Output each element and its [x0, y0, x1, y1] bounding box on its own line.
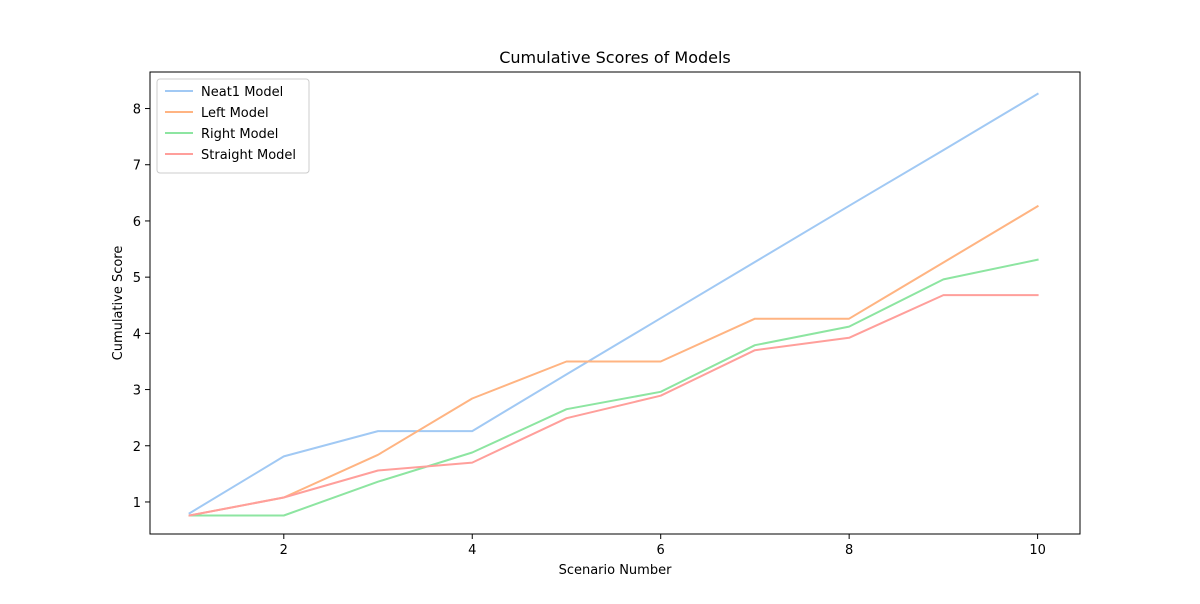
- legend-box: [156, 78, 310, 174]
- x-axis-label: Scenario Number: [559, 563, 673, 578]
- series-line-right-model: [188, 258, 1039, 517]
- x-tick-label: 10: [1029, 543, 1046, 558]
- y-tick-label: 7: [133, 159, 141, 174]
- y-axis-label: Cumulative Score: [111, 246, 126, 361]
- y-tick-label: 2: [133, 440, 141, 455]
- legend-label: Straight Model: [201, 148, 296, 163]
- series-line-neat1-model: [188, 92, 1039, 515]
- x-tick-label: 4: [468, 543, 476, 558]
- y-axis-ticks: 1 2 3 4 5 6 7 8: [133, 103, 150, 511]
- chart-title: Cumulative Scores of Models: [499, 48, 731, 67]
- y-tick-label: 1: [133, 496, 141, 511]
- legend-label: Neat1 Model: [201, 85, 283, 100]
- x-tick-label: 2: [280, 543, 288, 558]
- x-axis-ticks: 2 4 6 8 10: [280, 534, 1046, 558]
- legend-label: Left Model: [201, 106, 269, 121]
- series-line-straight-model: [188, 294, 1039, 517]
- legend: Neat1 Model Left Model Right Model Straight…: [156, 78, 310, 174]
- y-tick-label: 6: [133, 215, 141, 230]
- y-tick-label: 4: [133, 327, 141, 342]
- legend-label: Right Model: [201, 127, 278, 142]
- x-tick-label: 8: [845, 543, 853, 558]
- series-line-left-model: [188, 204, 1039, 517]
- x-tick-label: 6: [657, 543, 665, 558]
- y-tick-label: 3: [133, 384, 141, 399]
- series-layer: [188, 92, 1039, 517]
- plot-frame: [149, 71, 1081, 535]
- y-tick-label: 5: [133, 271, 141, 286]
- y-tick-label: 8: [133, 103, 141, 118]
